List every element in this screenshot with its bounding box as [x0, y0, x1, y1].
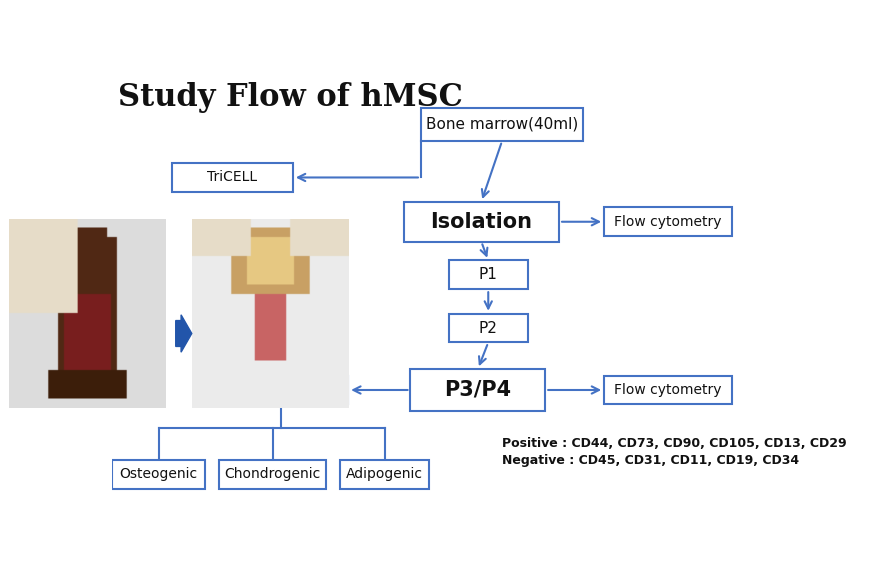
Text: TriCELL: TriCELL [208, 170, 258, 185]
Text: Flow cytometry: Flow cytometry [615, 214, 722, 229]
Text: Osteogenic: Osteogenic [120, 467, 197, 481]
Text: P2: P2 [479, 320, 498, 335]
FancyBboxPatch shape [449, 260, 528, 289]
Text: Chondrogenic: Chondrogenic [225, 467, 321, 481]
Text: Multipotency: Multipotency [235, 383, 326, 397]
Text: P1: P1 [479, 267, 498, 282]
FancyArrow shape [176, 315, 192, 352]
FancyBboxPatch shape [172, 163, 293, 192]
FancyBboxPatch shape [219, 460, 326, 489]
FancyBboxPatch shape [213, 375, 348, 404]
Text: Isolation: Isolation [430, 212, 533, 232]
Text: Flow cytometry: Flow cytometry [615, 383, 722, 397]
FancyBboxPatch shape [112, 460, 205, 489]
FancyBboxPatch shape [604, 375, 732, 404]
FancyBboxPatch shape [449, 313, 528, 342]
FancyBboxPatch shape [421, 108, 583, 141]
FancyBboxPatch shape [403, 202, 559, 242]
Text: Adipogenic: Adipogenic [346, 467, 423, 481]
Text: P3/P4: P3/P4 [444, 380, 511, 400]
Text: Positive : CD44, CD73, CD90, CD105, CD13, CD29: Positive : CD44, CD73, CD90, CD105, CD13… [502, 436, 847, 450]
Text: Bone marrow(40ml): Bone marrow(40ml) [426, 117, 578, 132]
FancyBboxPatch shape [604, 208, 732, 236]
Text: Study Flow of hMSC: Study Flow of hMSC [119, 82, 463, 113]
FancyBboxPatch shape [340, 460, 430, 489]
FancyBboxPatch shape [410, 369, 545, 411]
Text: Negative : CD45, CD31, CD11, CD19, CD34: Negative : CD45, CD31, CD11, CD19, CD34 [502, 454, 799, 467]
